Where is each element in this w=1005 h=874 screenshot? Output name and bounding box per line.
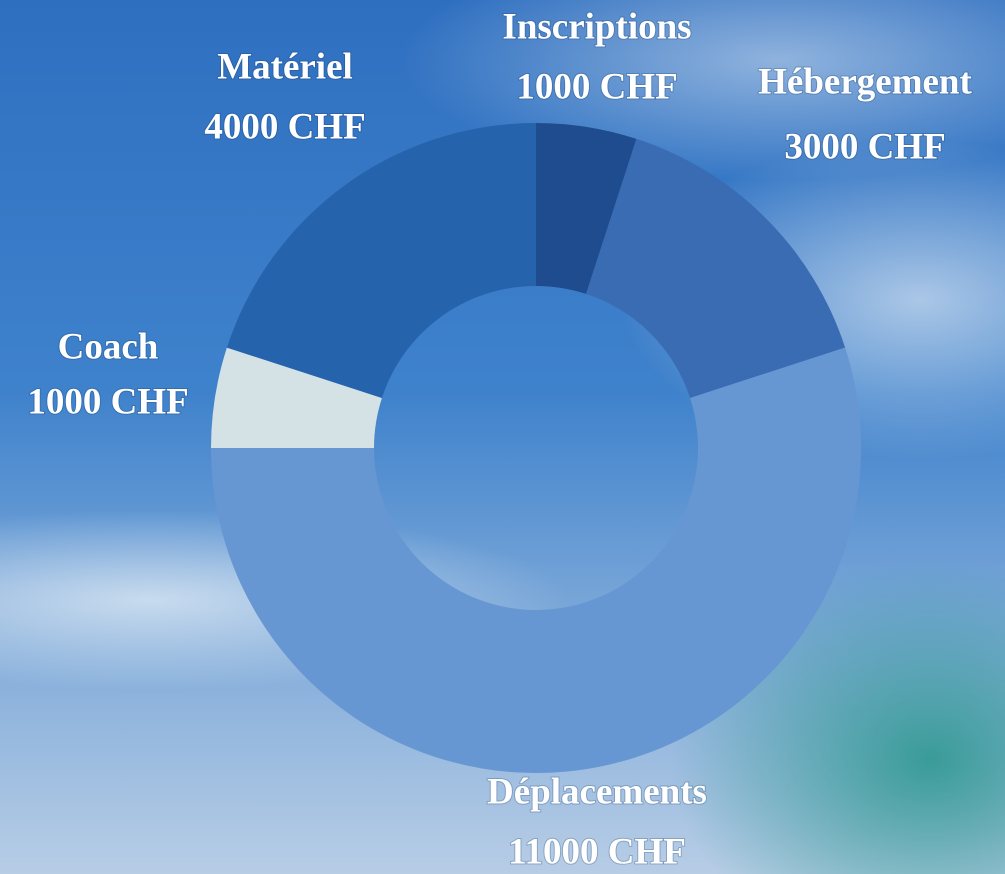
slice-label: Déplacements [487,771,707,812]
donut-slice [227,123,536,398]
slice-label: Hébergement [758,61,972,102]
background: Inscriptions 1000 CHF Hébergement 3000 CHF D… [0,0,1005,874]
value-label: 1000 CHF [27,381,188,422]
slice-label: Coach [58,326,159,367]
value-label: 3000 CHF [784,126,945,167]
slice-label: Matériel [217,46,353,87]
value-label: 11000 CHF [508,831,686,872]
value-label: 4000 CHF [204,106,365,147]
donut-slice [586,139,845,398]
slice-label: Inscriptions [502,6,691,47]
chart: Inscriptions 1000 CHF Hébergement 3000 CHF D… [0,0,1005,874]
value-label: 1000 CHF [516,66,677,107]
